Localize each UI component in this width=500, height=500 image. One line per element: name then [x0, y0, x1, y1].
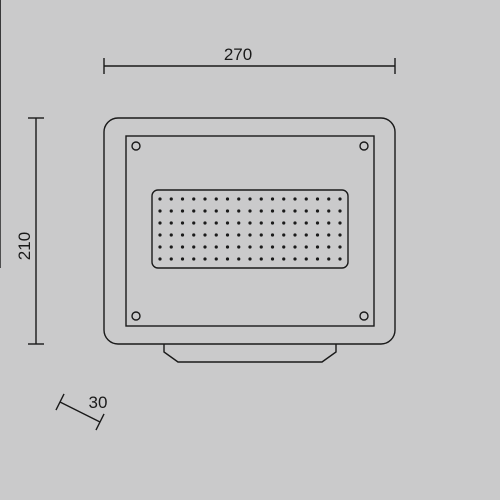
dim-depth-label: 30 [89, 393, 108, 412]
dimension-drawing: 270 210 30 [0, 0, 500, 500]
dim-width-label: 270 [224, 45, 252, 64]
dim-height-label: 210 [15, 232, 34, 260]
